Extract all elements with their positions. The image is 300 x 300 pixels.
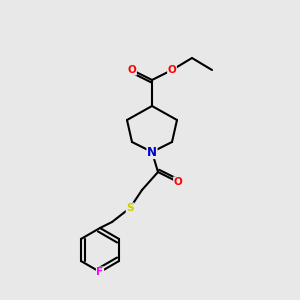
Text: F: F xyxy=(96,267,103,277)
Text: O: O xyxy=(128,65,136,75)
Text: O: O xyxy=(168,65,176,75)
Text: O: O xyxy=(174,177,182,187)
Text: N: N xyxy=(147,146,157,158)
Text: S: S xyxy=(126,203,134,213)
